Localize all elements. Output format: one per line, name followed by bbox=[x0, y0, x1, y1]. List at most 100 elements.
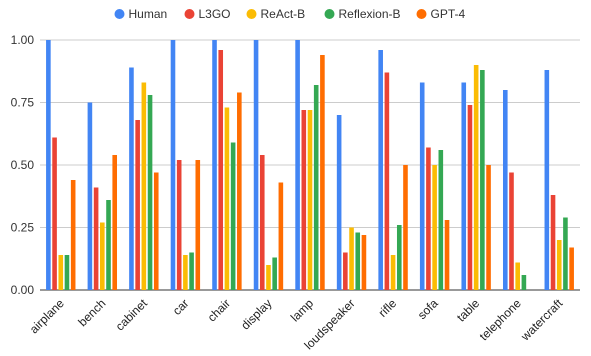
x-category-label: table bbox=[454, 296, 483, 325]
y-tick-label: 0.50 bbox=[11, 158, 35, 172]
bar bbox=[64, 255, 70, 290]
bar bbox=[320, 55, 325, 290]
bar bbox=[266, 265, 271, 290]
legend-label: Reflexion-B bbox=[339, 7, 401, 21]
bar bbox=[336, 115, 342, 290]
bar bbox=[93, 187, 99, 290]
bar bbox=[502, 90, 508, 290]
bar bbox=[355, 232, 361, 290]
legend-item: GPT-4 bbox=[416, 7, 466, 21]
bar bbox=[253, 40, 259, 290]
legend-swatch bbox=[114, 9, 125, 19]
bar bbox=[473, 65, 479, 290]
x-category-label: display bbox=[238, 296, 274, 332]
bar bbox=[313, 85, 319, 290]
bar bbox=[556, 240, 562, 290]
bar bbox=[212, 40, 217, 290]
legend-label: L3GO bbox=[199, 7, 231, 21]
bar bbox=[563, 217, 568, 290]
legend-item: Human bbox=[114, 7, 168, 21]
bar bbox=[295, 40, 300, 290]
bar bbox=[461, 82, 467, 290]
bar bbox=[153, 172, 159, 290]
bar bbox=[224, 107, 230, 290]
bar bbox=[569, 247, 574, 290]
x-axis: airplane bench cabinet car chair display lampl… bbox=[27, 296, 566, 353]
y-tick-label: 0.75 bbox=[11, 96, 35, 110]
legend-swatch bbox=[416, 9, 427, 19]
bar bbox=[52, 137, 57, 290]
legend-item: Reflexion-B bbox=[324, 7, 401, 21]
bars bbox=[46, 40, 574, 290]
bar bbox=[129, 67, 134, 290]
bar bbox=[259, 155, 265, 290]
bar bbox=[438, 150, 444, 290]
bar bbox=[343, 252, 348, 290]
bar bbox=[100, 222, 105, 290]
legend-item: ReAct-B bbox=[246, 7, 306, 21]
legend: Human L3GO ReAct-B Reflexion-B GPT-4 bbox=[114, 7, 466, 21]
y-tick-label: 0.25 bbox=[11, 221, 35, 235]
bar bbox=[46, 40, 51, 290]
bar bbox=[467, 105, 473, 290]
legend-swatch bbox=[184, 9, 195, 19]
x-category-label: lamp bbox=[288, 296, 317, 325]
bar bbox=[141, 82, 147, 290]
y-tick-label: 0.00 bbox=[11, 283, 35, 297]
bar bbox=[301, 110, 307, 290]
bar bbox=[106, 200, 111, 290]
x-category-label: chair bbox=[205, 296, 233, 324]
x-category-label: rifle bbox=[376, 296, 400, 320]
bar bbox=[544, 70, 550, 290]
bar bbox=[390, 255, 396, 290]
x-category-label: cabinet bbox=[113, 296, 151, 334]
bar bbox=[195, 160, 201, 290]
bar bbox=[378, 50, 383, 290]
bar bbox=[361, 235, 367, 290]
bar bbox=[307, 110, 313, 290]
bar bbox=[480, 70, 485, 290]
y-axis: 0.00 0.25 0.50 0.75 1.00 bbox=[11, 33, 35, 297]
bar bbox=[183, 255, 188, 290]
bar bbox=[278, 182, 284, 290]
bar bbox=[112, 155, 118, 290]
x-category-label: watercraft bbox=[517, 296, 565, 344]
bar bbox=[486, 165, 491, 290]
bar bbox=[272, 257, 277, 290]
bar bbox=[509, 172, 514, 290]
x-category-label: car bbox=[170, 296, 192, 318]
bar bbox=[70, 180, 76, 290]
bar bbox=[135, 120, 140, 290]
bar bbox=[521, 275, 527, 290]
bar bbox=[189, 252, 194, 290]
bar bbox=[58, 255, 64, 290]
x-category-label: telephone bbox=[477, 296, 524, 343]
legend-swatch bbox=[246, 9, 257, 19]
y-tick-label: 1.00 bbox=[11, 33, 35, 47]
bar bbox=[403, 165, 408, 290]
bar bbox=[419, 82, 425, 290]
bar bbox=[432, 165, 437, 290]
bar bbox=[237, 92, 242, 290]
legend-label: Human bbox=[129, 7, 168, 21]
bar bbox=[550, 195, 556, 290]
x-category-label: sofa bbox=[415, 296, 441, 322]
bar bbox=[218, 50, 224, 290]
legend-item: L3GO bbox=[184, 7, 231, 21]
x-category-label: bench bbox=[75, 296, 108, 329]
x-category-label: airplane bbox=[27, 296, 67, 336]
bar bbox=[396, 225, 402, 290]
bar bbox=[426, 147, 431, 290]
bar bbox=[170, 40, 176, 290]
bar bbox=[349, 227, 354, 290]
bar bbox=[515, 262, 520, 290]
legend-label: ReAct-B bbox=[261, 7, 306, 21]
bar bbox=[384, 72, 390, 290]
legend-swatch bbox=[324, 9, 335, 19]
bar bbox=[147, 95, 153, 290]
bar bbox=[176, 160, 182, 290]
bar bbox=[230, 142, 236, 290]
bar bbox=[444, 220, 450, 290]
